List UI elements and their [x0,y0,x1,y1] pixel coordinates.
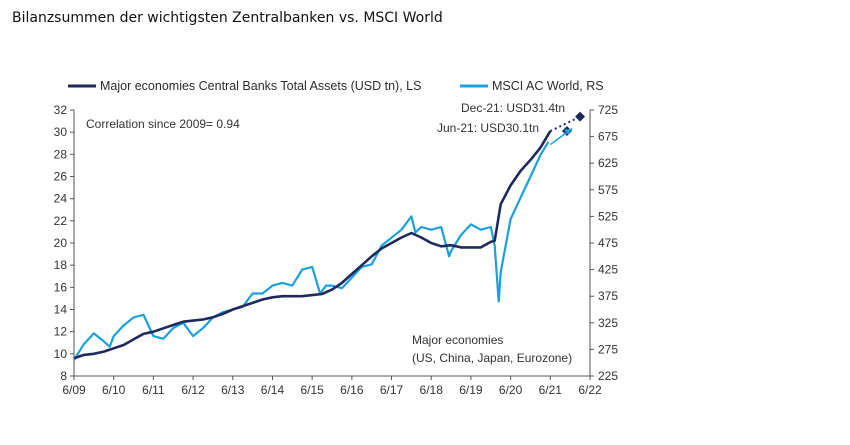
left-tick-label: 10 [54,347,68,361]
msci-trend-arrow-head [564,128,573,135]
left-tick-label: 32 [54,103,68,117]
x-tick-label: 6/18 [420,383,444,397]
major-economies-annotation: Major economies [412,333,503,347]
left-tick-label: 14 [54,303,68,317]
legend-label-msci: MSCI AC World, RS [492,79,604,93]
right-tick-label: 675 [598,130,618,144]
right-tick-label: 575 [598,183,618,197]
x-tick-label: 6/10 [102,383,126,397]
left-tick-label: 20 [54,236,68,250]
right-tick-label: 225 [598,369,618,383]
left-tick-label: 26 [54,170,68,184]
left-tick-label: 28 [54,147,68,161]
x-tick-label: 6/12 [181,383,205,397]
x-tick-label: 6/17 [380,383,404,397]
series-layer [73,111,586,361]
left-tick-label: 30 [54,125,68,139]
legend: Major economies Central Banks Total Asse… [68,79,604,93]
left-tick-label: 12 [54,325,68,339]
right-tick-label: 275 [598,342,618,356]
left-tick-label: 18 [54,258,68,272]
left-tick-label: 16 [54,280,68,294]
x-tick-label: 6/15 [300,383,324,397]
right-tick-label: 325 [598,316,618,330]
series-line-msci [73,141,550,361]
right-tick-label: 425 [598,263,618,277]
right-tick-label: 525 [598,209,618,223]
dec21-annotation: Dec-21: USD31.4tn [461,101,565,115]
x-tick-label: 6/21 [539,383,563,397]
x-tick-label: 6/14 [261,383,285,397]
x-tick-label: 6/11 [142,383,165,397]
series-line-central-banks [73,130,552,360]
annotations: Correlation since 2009= 0.94 Dec-21: USD… [86,101,572,365]
x-tick-label: 6/20 [499,383,523,397]
x-tick-label: 6/19 [459,383,483,397]
legend-label-central-banks: Major economies Central Banks Total Asse… [100,79,421,93]
left-tick-label: 24 [54,192,68,206]
left-tick-label: 22 [54,214,68,228]
x-tick-label: 6/13 [221,383,245,397]
x-tick-label: 6/22 [578,383,602,397]
jun21-annotation: Jun-21: USD30.1tn [437,121,539,135]
regions-annotation: (US, China, Japan, Eurozone) [412,351,572,365]
right-tick-label: 475 [598,236,618,250]
series-line-projection [549,115,581,133]
right-tick-label: 625 [598,156,618,170]
x-tick-label: 6/16 [340,383,364,397]
page-title: Bilanzsummen der wichtigsten Zentralbank… [12,10,443,26]
correlation-annotation: Correlation since 2009= 0.94 [86,117,240,131]
x-tick-label: 6/09 [62,383,86,397]
right-tick-label: 375 [598,289,618,303]
right-tick-label: 725 [598,103,618,117]
axes: 8 10 12 14 16 18 20 22 24 26 28 30 32 225 275 325 375 425… [54,103,619,397]
projection-marker-dec21 [575,111,586,122]
left-tick-label: 8 [60,369,67,383]
